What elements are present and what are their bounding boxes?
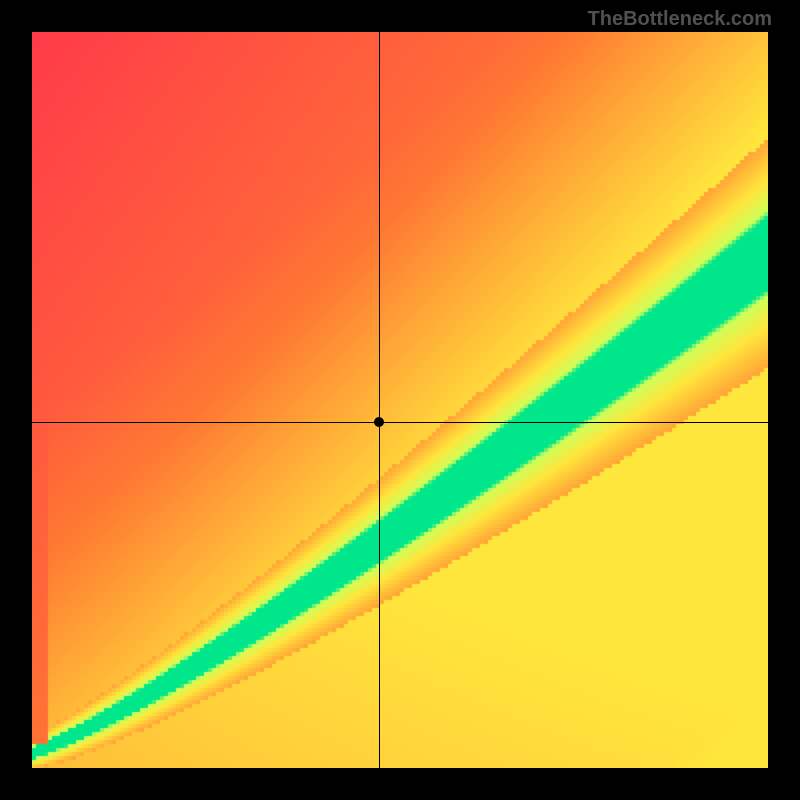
heatmap-canvas [32, 32, 768, 768]
crosshair-vertical [379, 32, 380, 768]
watermark-text: TheBottleneck.com [588, 8, 772, 31]
crosshair-horizontal [32, 422, 768, 423]
data-point-marker [374, 417, 384, 427]
heatmap-plot [32, 32, 768, 768]
